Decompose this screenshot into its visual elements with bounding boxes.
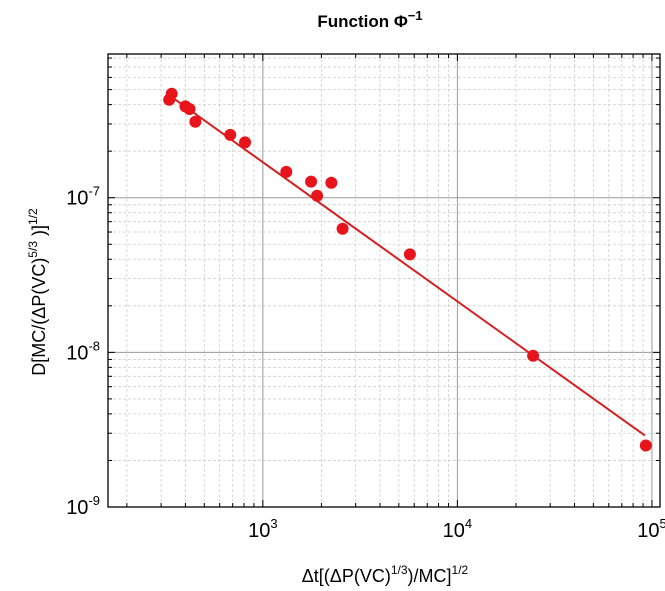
data-point bbox=[189, 115, 202, 128]
chart-title-main: Function Φ bbox=[317, 12, 407, 31]
data-point bbox=[325, 176, 338, 189]
x-axis-label-part: Δt[(ΔP(VC) bbox=[302, 566, 391, 586]
y-tick-label: 10-7 bbox=[66, 184, 100, 210]
x-axis-label-part: )/MC] bbox=[408, 566, 452, 586]
y-axis-label: D[MC/(ΔP(VC)5/3 )]1/2 bbox=[26, 208, 49, 376]
x-axis-label-sup: 1/3 bbox=[391, 563, 408, 577]
x-axis-label: Δt[(ΔP(VC)1/3)/MC]1/2 bbox=[302, 563, 469, 586]
tick-labels: 103 104 105 10-9 10-8 10-7 bbox=[66, 184, 665, 542]
y-tick-label: 10-8 bbox=[66, 338, 100, 364]
data-point bbox=[239, 136, 252, 149]
y-axis-label-sup: 5/3 bbox=[26, 241, 40, 258]
x-tick-label: 103 bbox=[248, 516, 277, 542]
data-point bbox=[280, 165, 293, 178]
chart-title: Function Φ−1 bbox=[317, 8, 422, 31]
x-tick-label: 104 bbox=[443, 516, 472, 542]
data-point bbox=[183, 102, 196, 115]
data-point bbox=[336, 222, 349, 235]
data-point bbox=[305, 175, 318, 188]
data-point bbox=[639, 439, 652, 452]
data-point bbox=[311, 189, 324, 202]
plot-frame bbox=[107, 53, 661, 508]
y-axis-label-part: )] bbox=[29, 225, 49, 241]
data-point bbox=[403, 248, 416, 261]
y-axis-label-part: D[MC/(ΔP(VC) bbox=[29, 258, 49, 376]
x-tick-label: 105 bbox=[637, 516, 665, 542]
y-axis-label-sup: 1/2 bbox=[26, 208, 40, 225]
axis-ticks bbox=[108, 54, 660, 508]
data-point bbox=[165, 87, 178, 100]
chart-title-superscript: −1 bbox=[408, 8, 423, 23]
data-point bbox=[224, 128, 237, 141]
data-point bbox=[527, 349, 540, 362]
x-axis-label-sup: 1/2 bbox=[452, 563, 469, 577]
data-points bbox=[163, 87, 652, 452]
y-tick-label: 10-9 bbox=[66, 493, 100, 519]
fit-line bbox=[168, 94, 646, 437]
